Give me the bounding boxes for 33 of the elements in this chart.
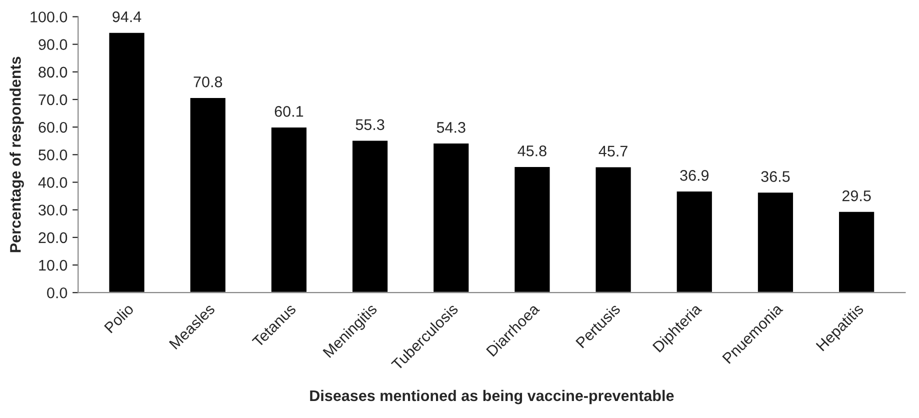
- bar: [270, 126, 308, 293]
- y-tick-label: 50.0: [38, 150, 68, 160]
- data-label: 55.3: [356, 119, 384, 130]
- bar: [675, 190, 714, 293]
- data-label: 94.4: [112, 11, 142, 22]
- y-tick-label: 90.0: [38, 39, 68, 50]
- y-tick-label: 0.0: [47, 287, 68, 298]
- bar: [838, 210, 876, 293]
- bar: [756, 191, 794, 293]
- data-label: 45.7: [598, 146, 628, 157]
- y-tick-label: 10.0: [39, 260, 68, 271]
- y-tick-label: 40.0: [38, 177, 68, 188]
- y-tick-label: 80.0: [38, 66, 68, 78]
- data-label: 60.1: [274, 106, 304, 117]
- bar: [513, 166, 552, 293]
- y-axis-title: Percentage of respondents: [10, 56, 24, 252]
- bar: [351, 139, 389, 293]
- data-label: 70.8: [194, 76, 222, 88]
- bar: [188, 96, 227, 293]
- data-label: 54.3: [436, 122, 466, 133]
- y-tick-label: 30.0: [38, 204, 68, 216]
- data-label: 29.5: [842, 190, 871, 202]
- bar: [108, 31, 146, 293]
- y-tick-label: 20.0: [38, 232, 68, 244]
- data-label: 45.8: [518, 145, 546, 156]
- bar: [594, 166, 632, 293]
- data-label: 36.9: [680, 170, 709, 181]
- y-tick-label: 60.0: [38, 122, 68, 133]
- x-axis-title: Diseases mentioned as being vaccine-preventable: [310, 390, 674, 404]
- y-tick-label: 100.0: [30, 12, 68, 22]
- y-tick-label: 70.0: [38, 94, 68, 106]
- data-label: 36.5: [761, 171, 790, 182]
- bar: [432, 142, 470, 293]
